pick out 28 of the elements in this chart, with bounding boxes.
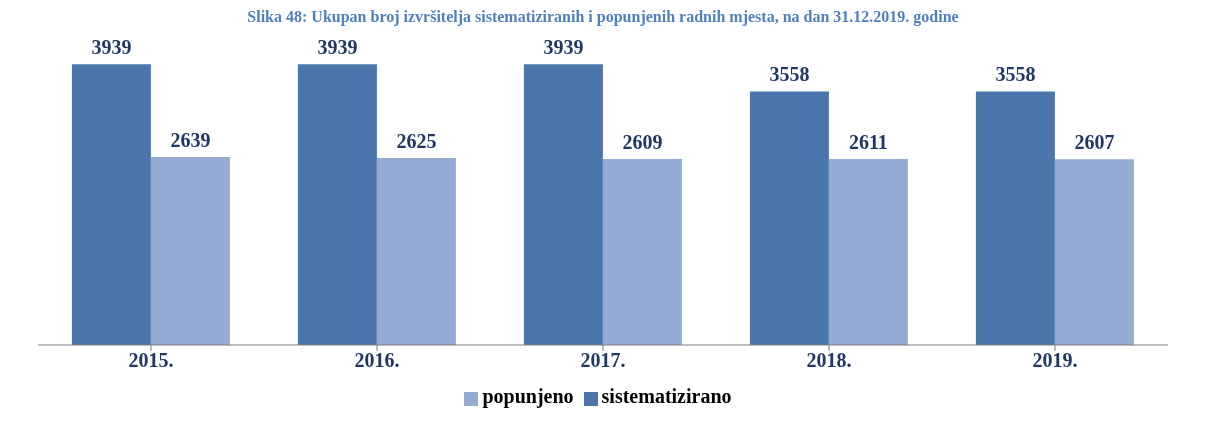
data-label: 2625 bbox=[396, 129, 437, 152]
legend-label: sistematizirano bbox=[601, 385, 732, 407]
data-label: 2609 bbox=[622, 131, 663, 154]
data-label: 2611 bbox=[848, 130, 888, 153]
x-tick-label: 2016. bbox=[354, 349, 400, 372]
legend-label: popunjeno bbox=[482, 385, 574, 407]
data-label: 3558 bbox=[995, 63, 1036, 86]
data-label: 2607 bbox=[1074, 131, 1115, 154]
data-label: 3939 bbox=[317, 36, 358, 59]
data-label: 3939 bbox=[91, 36, 132, 59]
bar bbox=[1054, 159, 1134, 345]
x-tick-label: 2015. bbox=[128, 349, 174, 372]
x-tick-label: 2019. bbox=[1032, 349, 1078, 372]
bar bbox=[828, 158, 908, 345]
bar bbox=[376, 157, 456, 345]
x-tick-label: 2018. bbox=[806, 349, 852, 372]
bar bbox=[975, 91, 1055, 345]
chart-title: Slika 48: Ukupan broj izvršitelja sistematiziranih i popunjenih radnih mjesta, na dan 31.12.2019. godine bbox=[246, 8, 960, 28]
x-tick-label: 2017. bbox=[580, 349, 626, 372]
data-label: 3558 bbox=[769, 63, 810, 86]
bar bbox=[71, 64, 151, 345]
data-label: 3939 bbox=[543, 36, 584, 59]
bar bbox=[150, 156, 230, 345]
bar bbox=[523, 64, 603, 345]
bar bbox=[749, 91, 829, 345]
bar bbox=[602, 159, 682, 345]
data-label: 2639 bbox=[170, 128, 211, 151]
bar bbox=[297, 64, 377, 345]
